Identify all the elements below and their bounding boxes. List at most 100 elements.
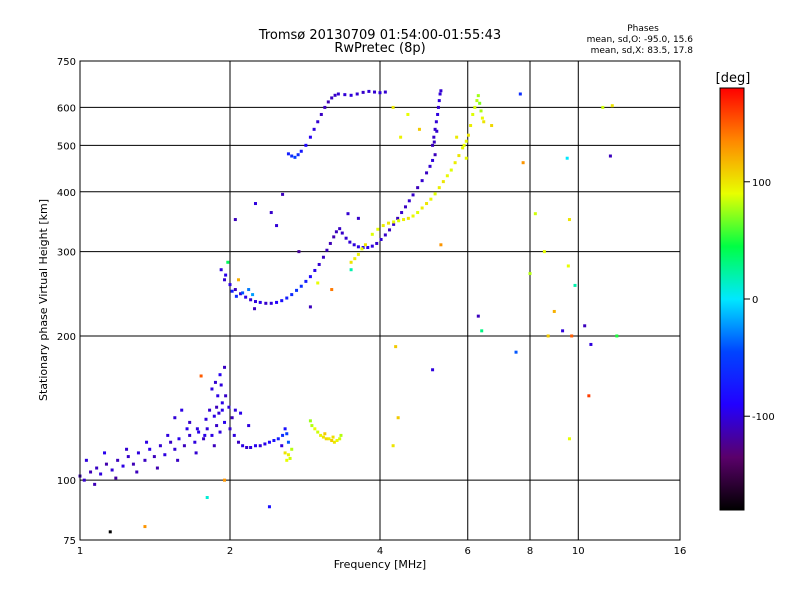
echo-point: [93, 482, 97, 486]
x-tick-label: 10: [572, 546, 585, 557]
echo-point: [466, 133, 470, 137]
echo-point: [228, 283, 232, 287]
echo-point: [131, 462, 135, 466]
echo-point: [247, 424, 251, 428]
echo-point: [573, 283, 577, 287]
echo-point: [281, 192, 285, 196]
echo-point: [349, 260, 353, 264]
echo-point: [145, 440, 149, 444]
echo-point: [445, 174, 449, 178]
colorbar-ticks: -100 0 100: [744, 178, 775, 423]
x-axis-ticks: 1 2 4 6 16 8 10: [77, 546, 687, 557]
echo-point: [286, 152, 290, 156]
echo-point: [316, 281, 320, 285]
echo-point: [416, 186, 420, 190]
echo-point: [202, 437, 206, 441]
echo-point: [313, 427, 317, 431]
echo-point: [330, 288, 334, 292]
echo-point: [232, 433, 236, 437]
echo-point: [449, 168, 453, 172]
echo-point: [194, 451, 198, 455]
echo-point: [188, 420, 192, 424]
echo-point: [267, 440, 271, 444]
echo-point: [479, 109, 483, 113]
echo-point: [304, 143, 308, 147]
echo-point: [464, 139, 468, 143]
echo-point: [542, 250, 546, 254]
echo-point: [195, 427, 199, 431]
echo-point: [152, 455, 156, 459]
echo-point: [227, 405, 231, 409]
echo-point: [406, 112, 410, 116]
echo-point: [561, 329, 565, 333]
y-tick-label: 750: [57, 57, 76, 68]
echo-point: [82, 478, 86, 482]
echo-point: [299, 149, 303, 153]
echo-point: [312, 127, 316, 131]
echo-point: [518, 92, 522, 96]
echo-points: [78, 89, 619, 534]
echo-point: [375, 241, 379, 245]
echo-point: [173, 447, 177, 451]
y-tick-label: 400: [57, 188, 76, 199]
echo-point: [158, 444, 162, 448]
colorbar: [719, 87, 745, 511]
echo-point: [286, 440, 290, 444]
echo-point: [567, 218, 571, 222]
echo-point: [379, 237, 383, 241]
echo-point: [361, 90, 365, 94]
echo-point: [180, 408, 184, 412]
echo-point: [475, 99, 479, 103]
echo-point: [376, 227, 380, 231]
echo-point: [490, 124, 494, 128]
echo-point: [296, 153, 300, 157]
echo-point: [247, 288, 251, 292]
echo-point: [215, 405, 219, 409]
echo-point: [330, 96, 334, 100]
echo-point: [340, 231, 344, 235]
y-tick-label: 300: [57, 248, 76, 259]
echo-point: [143, 458, 147, 462]
echo-point: [304, 279, 308, 283]
echo-point: [429, 197, 433, 201]
echo-point: [215, 424, 219, 428]
grid-lines: [80, 61, 680, 540]
echo-point: [457, 154, 461, 158]
echo-point: [343, 93, 347, 97]
echo-point: [397, 219, 401, 223]
echo-point: [276, 437, 280, 441]
echo-point: [197, 430, 201, 434]
echo-point: [323, 105, 327, 109]
echo-point: [89, 470, 93, 474]
echo-point: [334, 230, 338, 234]
echo-point: [280, 299, 284, 303]
echo-point: [263, 442, 267, 446]
echo-point: [438, 92, 442, 96]
echo-point: [406, 216, 410, 220]
echo-point: [473, 105, 477, 109]
echo-point: [182, 444, 186, 448]
echo-point: [346, 212, 350, 216]
echo-point: [344, 236, 348, 240]
echo-point: [275, 224, 279, 228]
echo-point: [253, 202, 257, 206]
echo-point: [244, 295, 248, 299]
echo-point: [104, 462, 108, 466]
echo-point: [339, 433, 343, 437]
echo-point: [136, 451, 140, 455]
echo-point: [210, 433, 214, 437]
echo-point: [249, 298, 253, 302]
echo-point: [234, 294, 238, 298]
echo-point: [185, 427, 189, 431]
echo-point: [462, 143, 466, 147]
echo-point: [601, 105, 605, 109]
echo-point: [253, 307, 257, 311]
echo-point: [114, 476, 118, 480]
echo-point: [400, 211, 404, 215]
echo-point: [433, 192, 437, 196]
echo-point: [297, 250, 301, 254]
echo-point: [233, 218, 237, 222]
echo-point: [116, 458, 120, 462]
echo-point: [383, 90, 387, 94]
echo-point: [233, 408, 237, 412]
